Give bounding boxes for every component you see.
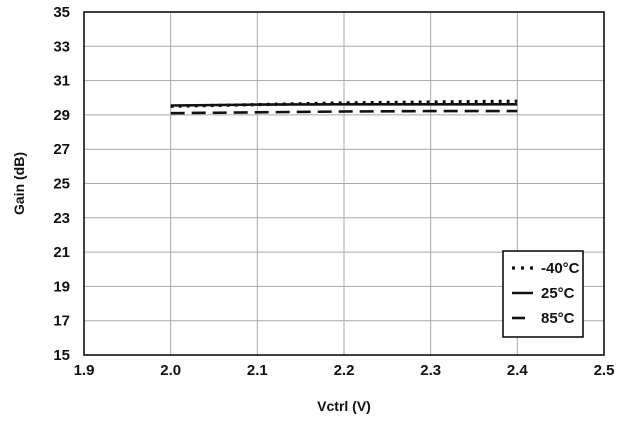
- y-tick-label: 33: [53, 38, 70, 55]
- y-tick-label: 17: [53, 313, 70, 330]
- y-tick-labels: 15 17 19 21 23 25 27 29 31 33 35: [53, 4, 70, 364]
- y-tick-label: 29: [53, 107, 70, 124]
- series-line-dashed: [170, 109, 518, 115]
- legend-label: 25°C: [541, 285, 575, 302]
- x-axis-title: Vctrl (V): [317, 398, 371, 414]
- legend: -40°C 25°C 85°C: [502, 250, 584, 338]
- y-tick-label: 15: [53, 347, 70, 364]
- x-tick-label: 1.9: [74, 362, 95, 379]
- y-tick-label: 35: [53, 4, 70, 21]
- plot-area-frame: [83, 11, 605, 356]
- x-tick-label: 2.0: [160, 362, 181, 379]
- series-layer: [170, 99, 518, 115]
- y-tick-label: 27: [53, 141, 70, 158]
- x-tick-label: 2.2: [334, 362, 355, 379]
- y-tick-label: 21: [53, 244, 70, 261]
- x-tick-labels: 1.9 2.0 2.1 2.2 2.3 2.4 2.5: [74, 362, 615, 379]
- legend-label: -40°C: [541, 260, 580, 277]
- x-tick-label: 2.3: [420, 362, 441, 379]
- series-line-solid: [170, 103, 518, 107]
- y-tick-label: 25: [53, 176, 70, 193]
- x-tick-label: 2.5: [594, 362, 615, 379]
- x-tick-label: 2.1: [247, 362, 268, 379]
- y-axis-title: Gain (dB): [11, 152, 27, 215]
- y-tick-label: 19: [53, 278, 70, 295]
- legend-label: 85°C: [541, 310, 575, 327]
- y-tick-label: 31: [53, 73, 70, 90]
- y-tick-label: 23: [53, 210, 70, 227]
- x-tick-label: 2.4: [507, 362, 529, 379]
